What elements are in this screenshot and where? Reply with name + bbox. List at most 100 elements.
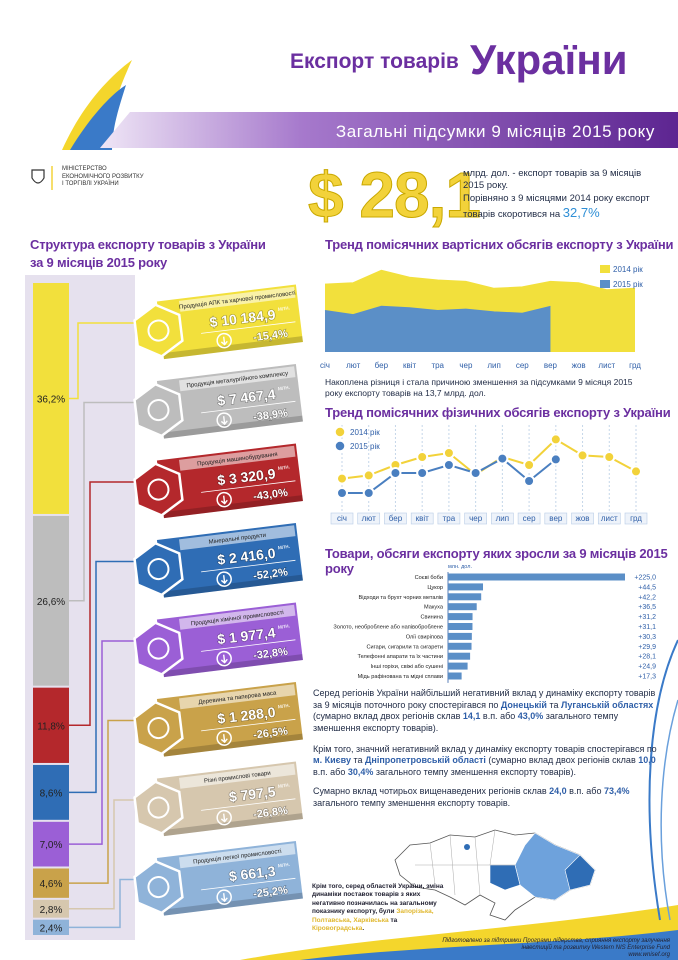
bar bbox=[448, 613, 473, 621]
icon-glyph bbox=[147, 399, 170, 422]
amount-unit: млн. bbox=[277, 385, 291, 393]
map-region bbox=[564, 854, 596, 891]
footer: Підготовлено за підтримки Програми лідер… bbox=[420, 938, 670, 960]
text-run: загального темпу зменшення експорту това… bbox=[313, 711, 619, 734]
subtitle-band bbox=[100, 112, 678, 148]
highlight: 73,4% bbox=[603, 785, 630, 796]
bar-value: +24,9 bbox=[638, 664, 656, 671]
card-icon bbox=[133, 382, 184, 438]
share-label: 11,8% bbox=[37, 721, 65, 732]
share-label: 36,2% bbox=[37, 394, 65, 405]
chart-title: Тренд помісячних вартісних обсягів експо… bbox=[325, 237, 674, 252]
x-tick-label: лип bbox=[496, 514, 509, 523]
point bbox=[576, 449, 589, 462]
amount-unit: млн. bbox=[277, 623, 291, 631]
x-tick-label: лист bbox=[601, 514, 618, 523]
icon-glyph bbox=[147, 876, 170, 899]
bar-value: +44,5 bbox=[638, 584, 656, 591]
icon-glyph bbox=[147, 558, 170, 581]
region-text: Серед регіонів України найбільший негати… bbox=[313, 688, 658, 816]
highlight: Луганській областях bbox=[561, 699, 654, 710]
map-borders bbox=[415, 829, 515, 896]
kyiv-dot bbox=[464, 844, 470, 850]
point bbox=[523, 475, 536, 487]
chart-note: Накоплена різниця і стала причиною зменш… bbox=[325, 377, 633, 399]
share-segment bbox=[33, 283, 69, 514]
bar bbox=[448, 603, 477, 611]
point bbox=[630, 465, 642, 478]
ministry-line: МІНІСТЕРСТВО bbox=[62, 166, 107, 172]
point bbox=[336, 472, 348, 485]
ministry-emblem bbox=[31, 169, 45, 184]
icon-glyph bbox=[147, 319, 170, 342]
bar bbox=[448, 583, 484, 591]
bar bbox=[448, 632, 472, 640]
connector bbox=[69, 560, 140, 794]
highlight: 43,0% bbox=[517, 711, 544, 722]
right-curve bbox=[648, 639, 678, 921]
legend-label: 2014 рік bbox=[613, 265, 643, 274]
point bbox=[362, 469, 375, 482]
point bbox=[336, 487, 348, 499]
text-run: та bbox=[546, 699, 561, 710]
change-arrow bbox=[220, 813, 228, 823]
point bbox=[603, 451, 616, 463]
footer-text: Підготовлено за підтримки Програми лідер… bbox=[442, 938, 670, 952]
area-fill bbox=[325, 306, 551, 352]
x-tick-label: сер bbox=[516, 361, 529, 370]
bar-category: Золото, необроблене або напівоброблене bbox=[333, 625, 443, 631]
card-shade bbox=[163, 336, 303, 360]
x-tick-label: тра bbox=[443, 514, 456, 523]
summary-text2: Порівняно з 9 місяцями 2014 року експорт… bbox=[463, 192, 650, 221]
x-tick-label: лют bbox=[362, 514, 376, 523]
change-arrow bbox=[220, 893, 228, 903]
category-card: Продукція легкої промисловості$ 661,3 млн… bbox=[133, 840, 303, 916]
title-line: Структура експорту товарів з України bbox=[30, 237, 266, 252]
point bbox=[442, 459, 455, 471]
change-arrow bbox=[220, 495, 228, 505]
text-run: . bbox=[362, 925, 365, 933]
x-tick-label: лист bbox=[598, 361, 615, 370]
chart-unit: млн. дол. bbox=[448, 564, 472, 570]
connector bbox=[69, 481, 140, 727]
card-icon bbox=[133, 859, 184, 915]
point bbox=[416, 467, 429, 479]
bar bbox=[448, 672, 462, 680]
bottom-swoosh-blue bbox=[300, 930, 678, 960]
divider bbox=[201, 559, 296, 573]
title-a: Експорт товарів bbox=[290, 50, 459, 73]
name-strip bbox=[178, 684, 296, 710]
subtitle: Загальні підсумки 9 місяців 2015 року bbox=[336, 122, 655, 141]
connector bbox=[69, 640, 140, 845]
bar-category: Інші горіхи, свіжі або сушені bbox=[371, 664, 443, 670]
category-card: Продукція хімічної промисловості$ 1 977,… bbox=[133, 602, 303, 678]
category-change: -26,5% bbox=[252, 725, 288, 741]
divider bbox=[201, 321, 296, 334]
highlight: 30,4% bbox=[347, 767, 374, 778]
divider bbox=[201, 480, 296, 493]
bar-category: Свинина bbox=[420, 615, 443, 621]
category-card: Різні промислові товари$ 797,5 млн.-26,8% bbox=[133, 761, 303, 837]
share-label: 2,4% bbox=[40, 923, 63, 934]
text-run: (сумарно вклад двох регіонів склав bbox=[485, 755, 639, 766]
title-b: України bbox=[470, 36, 628, 83]
x-tick-label: грд bbox=[629, 361, 641, 370]
chart-title: Тренд помісячних фізичних обсягів експор… bbox=[325, 405, 671, 420]
ministry-line: І ТОРГІВЛІ УКРАЇНИ bbox=[62, 181, 119, 187]
x-label-box bbox=[544, 512, 568, 525]
bar-category: Телефонні апарати та їх частини bbox=[358, 654, 443, 660]
x-label-box bbox=[491, 512, 514, 525]
bar-category: Відходи та брухт чорних металів bbox=[358, 595, 443, 601]
divider bbox=[201, 877, 296, 891]
x-label-box bbox=[410, 512, 434, 525]
x-tick-label: бер bbox=[389, 514, 403, 523]
bar-value: +29,9 bbox=[638, 644, 656, 651]
divider bbox=[201, 718, 296, 732]
change-arrow bbox=[220, 336, 228, 346]
paragraph: Крім того, значний негативний вклад у ди… bbox=[313, 744, 658, 779]
x-label-box bbox=[571, 512, 594, 525]
connector bbox=[69, 719, 140, 884]
summary-text1: млрд. дол. - експорт товарів за 9 місяці… bbox=[463, 168, 642, 192]
x-tick-label: бер bbox=[375, 361, 389, 370]
text-run: в.п. або bbox=[480, 711, 518, 722]
